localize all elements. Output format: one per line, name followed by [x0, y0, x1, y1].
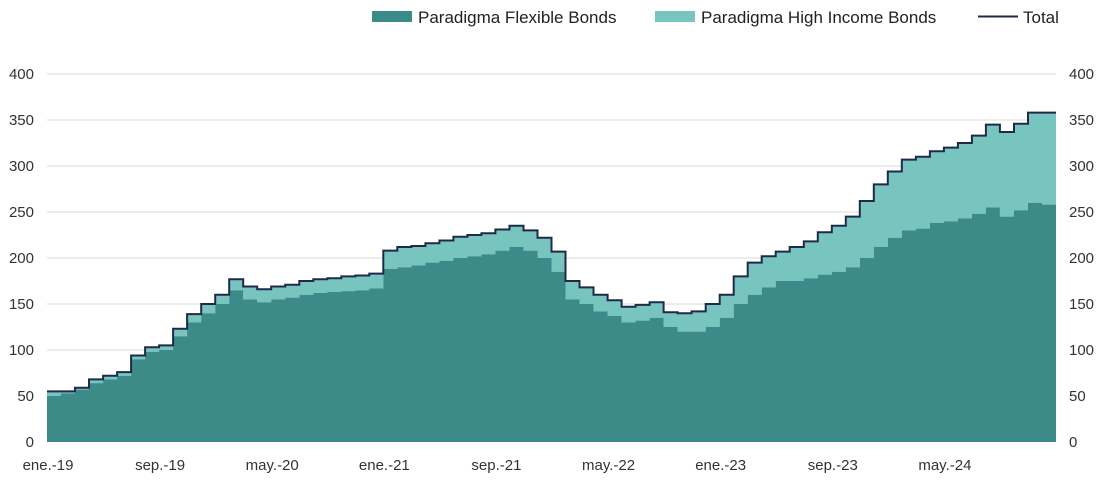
x-tick-label: ene.-19 [23, 457, 74, 474]
series-area-flexible-bonds [47, 202, 1056, 442]
y-axis-right: 0 50 100 150 200 250 300 350 400 [1069, 66, 1094, 451]
y-axis-left: 0 50 100 150 200 250 300 350 400 [9, 66, 34, 451]
y-tick-label-left: 200 [9, 250, 34, 267]
plot-area [47, 111, 1056, 442]
y-tick-label-left: 250 [9, 204, 34, 221]
x-tick-label: ene.-23 [695, 457, 746, 474]
x-tick-label: may.-22 [582, 457, 635, 474]
y-tick-label-left: 350 [9, 112, 34, 129]
x-tick-label: ene.-21 [359, 457, 410, 474]
legend-label: Paradigma Flexible Bonds [418, 8, 616, 27]
x-tick-label: may.-20 [246, 457, 299, 474]
series-area-high-income-bonds [47, 112, 1056, 396]
y-tick-label-right: 200 [1069, 250, 1094, 267]
y-tick-label-left: 0 [26, 434, 34, 451]
legend: Paradigma Flexible Bonds Paradigma High I… [372, 8, 1059, 27]
y-tick-label-left: 100 [9, 342, 34, 359]
y-tick-label-right: 150 [1069, 296, 1094, 313]
y-tick-label-right: 100 [1069, 342, 1094, 359]
legend-swatch [372, 11, 412, 22]
y-tick-label-right: 400 [1069, 66, 1094, 83]
y-tick-label-left: 300 [9, 158, 34, 175]
y-tick-label-right: 350 [1069, 112, 1094, 129]
y-tick-label-right: 50 [1069, 388, 1086, 405]
x-axis: ene.-19 sep.-19 may.-20 ene.-21 sep.-21 may.-… [23, 457, 972, 474]
y-tick-label-right: 300 [1069, 158, 1094, 175]
x-tick-label: sep.-21 [471, 457, 521, 474]
legend-label: Paradigma High Income Bonds [701, 8, 936, 27]
legend-swatch [655, 11, 695, 22]
y-tick-label-right: 250 [1069, 204, 1094, 221]
x-tick-label: sep.-19 [135, 457, 185, 474]
y-tick-label-left: 400 [9, 66, 34, 83]
legend-label: Total [1023, 8, 1059, 27]
y-tick-label-left: 150 [9, 296, 34, 313]
y-tick-label-left: 50 [17, 388, 34, 405]
y-tick-label-right: 0 [1069, 434, 1077, 451]
series-line-total [47, 111, 1056, 393]
x-tick-label: sep.-23 [808, 457, 858, 474]
x-tick-label: may.-24 [918, 457, 971, 474]
